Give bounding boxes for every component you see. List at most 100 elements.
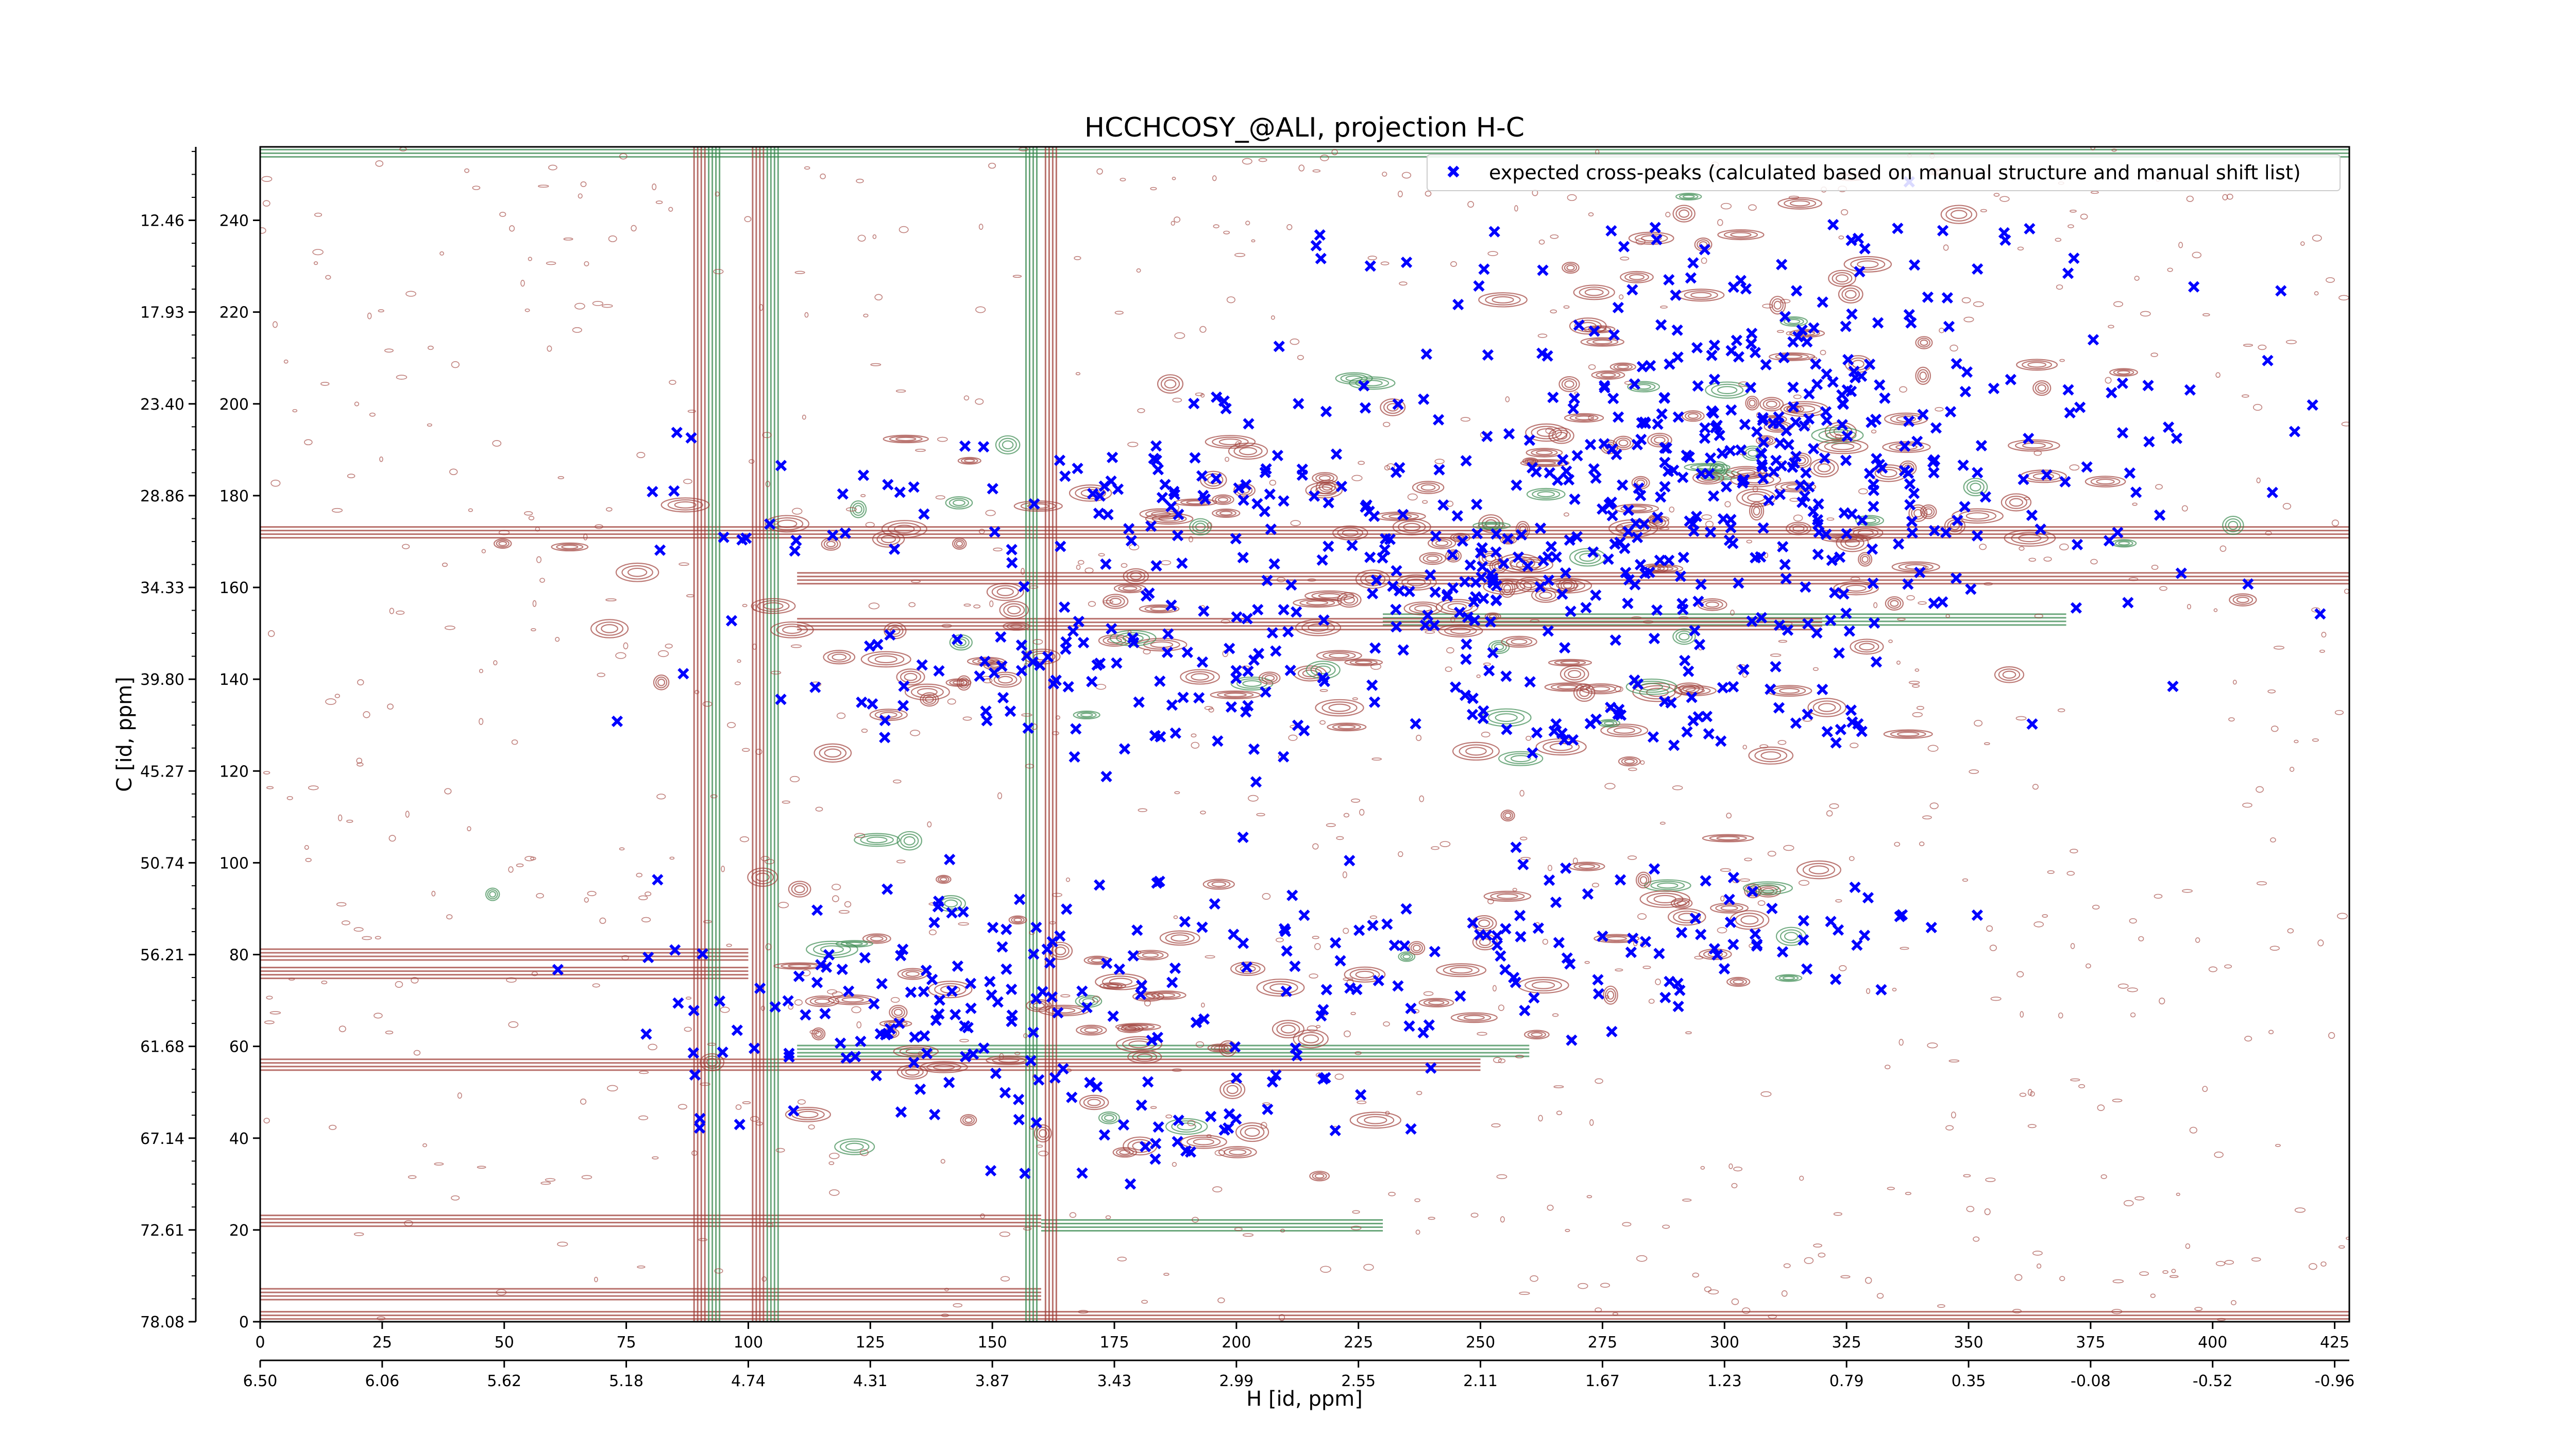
contour-level xyxy=(1777,197,1822,210)
noise-contour xyxy=(1642,966,1651,969)
contour-level xyxy=(2229,593,2257,606)
contour-level xyxy=(1403,523,1421,531)
noise-contour xyxy=(1905,1192,1911,1195)
noise-contour xyxy=(536,556,542,563)
contour-level xyxy=(1242,680,1262,687)
contour-level xyxy=(1673,899,1690,907)
cross-peak-marker xyxy=(1291,606,1302,618)
noise-contour xyxy=(2334,710,2344,715)
contour-level xyxy=(1753,507,1760,516)
contour-level xyxy=(1594,934,1640,943)
noise-contour xyxy=(402,544,410,549)
contour-level xyxy=(621,565,653,580)
cross-peak-marker xyxy=(1828,587,1841,599)
cross-peak-marker xyxy=(1740,283,1752,295)
contour-level xyxy=(1210,690,1261,700)
cross-peak-marker xyxy=(1471,498,1483,510)
noise-contour xyxy=(439,251,444,256)
noise-contour xyxy=(378,309,384,313)
cross-peak-marker xyxy=(1118,743,1131,755)
noise-contour xyxy=(1174,791,1180,795)
noise-contour xyxy=(1359,808,1365,816)
contour-level xyxy=(1970,482,1981,492)
contour-level xyxy=(1191,673,1209,681)
noise-contour xyxy=(1334,1073,1344,1080)
contour-level xyxy=(1510,755,1531,763)
cross-peak-marker xyxy=(1904,499,1916,511)
cross-peak-marker xyxy=(1542,551,1554,563)
cross-peak-marker xyxy=(1608,329,1620,341)
noise-contour xyxy=(492,440,502,447)
cross-peak-marker xyxy=(1643,566,1655,578)
noise-contour xyxy=(1214,1150,1226,1156)
noise-contour xyxy=(1354,1051,1362,1055)
contour-level xyxy=(850,500,867,518)
cross-peak-marker xyxy=(1859,243,1871,255)
noise-contour xyxy=(1547,1204,1554,1211)
noise-contour xyxy=(506,977,517,983)
contour-level xyxy=(1564,667,1585,681)
contour-level xyxy=(1557,684,1578,689)
contour-level xyxy=(699,1053,725,1071)
contour-level xyxy=(1332,723,1361,731)
cross-peak-marker xyxy=(1534,522,1547,534)
noise-contour xyxy=(546,261,556,265)
noise-contour xyxy=(1776,330,1785,333)
noise-contour xyxy=(1665,212,1671,217)
noise-contour xyxy=(1422,500,1428,504)
noise-contour xyxy=(1826,810,1833,817)
noise-contour xyxy=(1483,662,1491,666)
noise-contour xyxy=(1351,475,1363,481)
cross-peak-marker xyxy=(1369,696,1381,708)
noise-contour xyxy=(683,479,692,484)
contour-level xyxy=(952,680,965,685)
cross-peak-marker xyxy=(1166,976,1178,988)
contour-level xyxy=(1574,319,1602,332)
noise-contour xyxy=(2224,964,2232,969)
cross-peak-marker xyxy=(1778,351,1790,364)
noise-contour xyxy=(1659,527,1670,530)
contour-level xyxy=(1762,398,1781,410)
noise-contour xyxy=(263,1118,270,1124)
cross-peak-marker xyxy=(1756,461,1768,473)
cross-peak-marker xyxy=(1133,696,1145,708)
noise-contour xyxy=(2251,1257,2261,1262)
noise-contour xyxy=(1487,251,1498,256)
contour-level xyxy=(1627,381,1660,393)
contour-level xyxy=(1431,538,1452,548)
cross-peak-marker xyxy=(1735,275,1747,287)
cross-peak-marker xyxy=(1654,554,1666,566)
cross-peak-marker xyxy=(1135,988,1147,1000)
noise-contour xyxy=(396,375,408,380)
cross-peak-marker xyxy=(1146,1034,1158,1047)
contour-level xyxy=(1187,1136,1221,1148)
cross-peak-marker xyxy=(1908,487,1920,499)
noise-contour xyxy=(1720,896,1725,902)
noise-contour xyxy=(1588,415,1595,421)
contour-level xyxy=(1525,423,1568,442)
noise-contour xyxy=(895,389,906,393)
noise-contour xyxy=(1439,841,1451,847)
cross-peak-marker xyxy=(1602,553,1614,565)
contour-level xyxy=(2113,369,2134,376)
contour-level xyxy=(1171,934,1190,942)
noise-contour xyxy=(1679,616,1689,620)
noise-contour xyxy=(829,1189,840,1196)
cross-peak-marker xyxy=(1724,445,1736,457)
noise-contour xyxy=(2256,477,2261,483)
y-tick-label: 180 xyxy=(219,487,249,506)
noise-contour xyxy=(272,321,278,328)
noise-contour xyxy=(737,659,741,663)
noise-contour xyxy=(2150,1293,2156,1298)
noise-contour xyxy=(584,261,589,266)
noise-contour xyxy=(854,833,866,838)
x-tick-label: 400 xyxy=(2198,1334,2227,1352)
noise-contour xyxy=(1726,813,1732,819)
cross-peak-marker xyxy=(1704,452,1717,464)
contour-level xyxy=(1730,472,1782,487)
noise-contour xyxy=(2100,1174,2107,1180)
contour-level xyxy=(1838,285,1863,304)
contour-level xyxy=(1109,598,1122,605)
noise-contour xyxy=(1900,947,1909,950)
contour-level xyxy=(1759,397,1784,412)
